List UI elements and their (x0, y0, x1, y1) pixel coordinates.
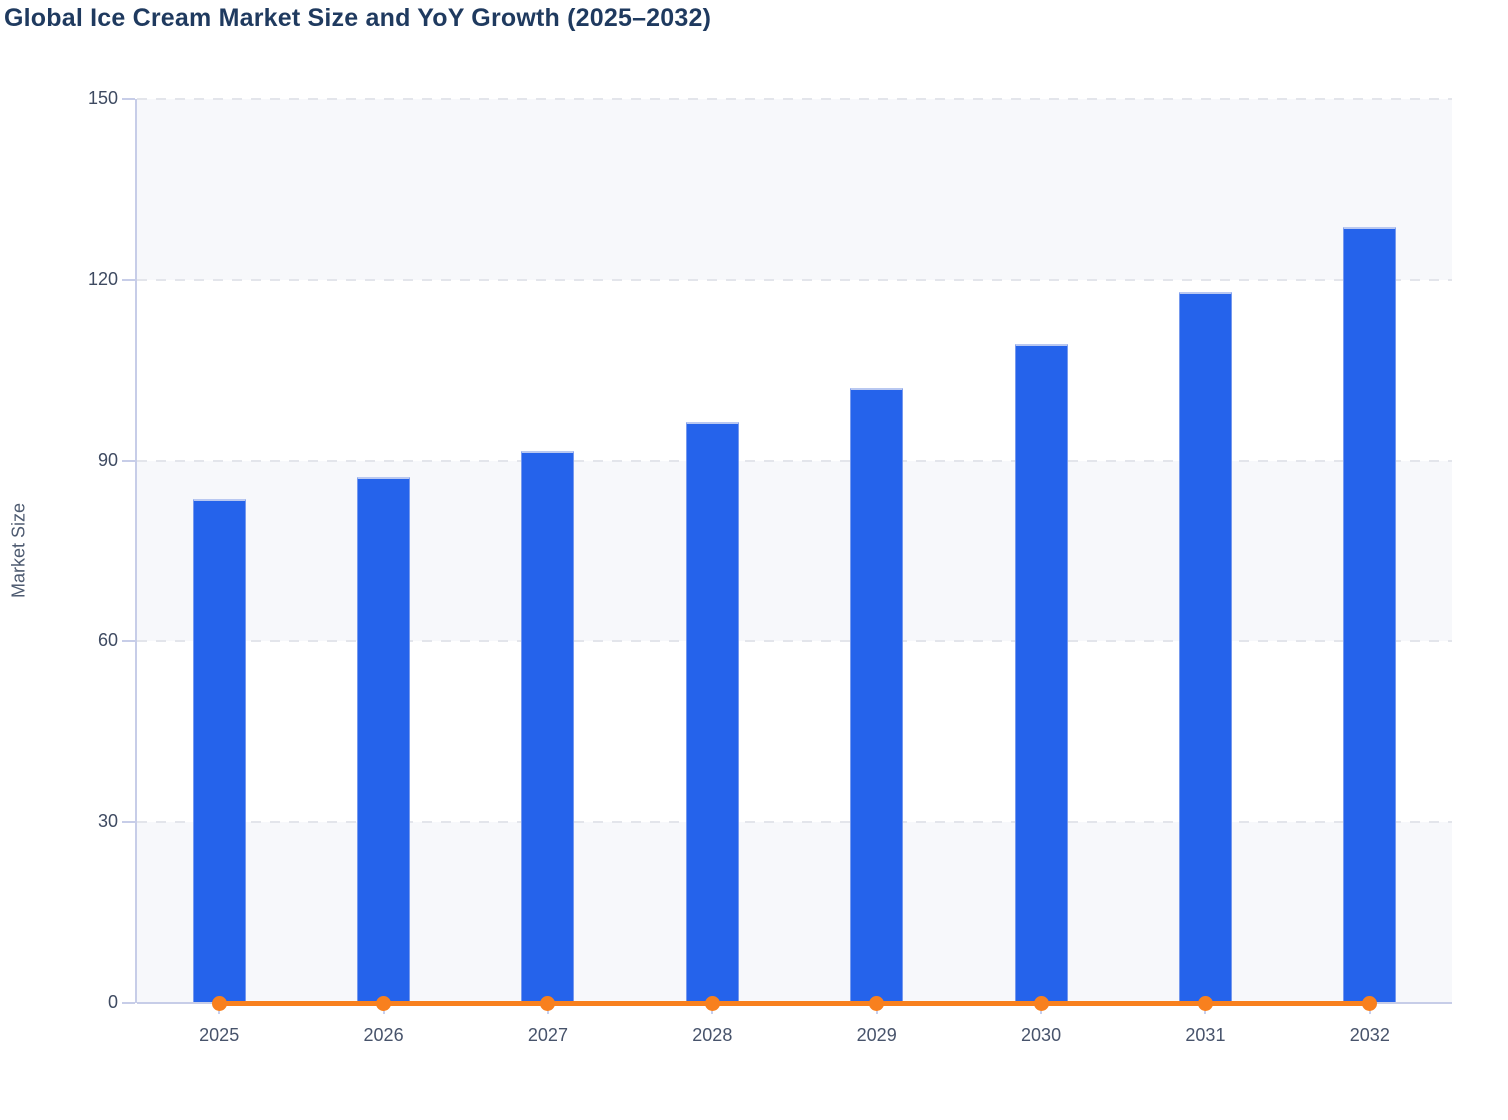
yoy-growth-marker-2026 (376, 995, 392, 1011)
yoy-growth-marker-2027 (540, 995, 556, 1011)
bar-2027 (521, 450, 575, 1003)
gridline-y-60 (137, 640, 1452, 643)
yoy-growth-marker-2030 (1033, 995, 1049, 1011)
bar-2030 (1014, 344, 1068, 1003)
y-tick-mark-120 (122, 278, 135, 281)
y-tick-label-150: 150 (87, 88, 118, 108)
gridline-y-150 (137, 98, 1452, 100)
bar-2032 (1343, 227, 1397, 1003)
y-axis-title: Market Size (8, 502, 29, 599)
plot-row-band (137, 99, 1452, 280)
gridline-y-90 (137, 459, 1452, 462)
gridline-y-120 (137, 278, 1452, 281)
y-tick-label-0: 0 (107, 992, 118, 1012)
bar-2025 (192, 499, 246, 1003)
yoy-growth-marker-2028 (704, 995, 720, 1011)
chart-plot-area (122, 98, 1452, 1014)
y-tick-label-60: 60 (97, 630, 118, 651)
y-tick-label-120: 120 (87, 268, 118, 289)
x-tick-label-2028: 2028 (692, 1025, 733, 1045)
x-tick-label-2031: 2031 (1185, 1025, 1226, 1045)
y-tick-mark-0 (122, 1002, 135, 1004)
bar-2028 (685, 422, 739, 1003)
x-tick-label-2026: 2026 (363, 1025, 404, 1045)
yoy-growth-marker-2029 (869, 995, 885, 1011)
y-tick-label-30: 30 (97, 811, 118, 832)
bar-2029 (850, 388, 904, 1003)
yoy-growth-marker-2031 (1197, 995, 1213, 1011)
y-tick-mark-60 (122, 640, 135, 643)
yoy-growth-line (219, 1000, 1370, 1006)
plot-row-band (137, 460, 1452, 642)
y-axis-line (135, 99, 137, 1003)
chart-title: Global Ice Cream Market Size and YoY Gro… (4, 4, 712, 32)
y-tick-label-90: 90 (97, 449, 118, 470)
x-tick-label-2030: 2030 (1021, 1025, 1062, 1045)
x-tick-label-2032: 2032 (1349, 1025, 1390, 1045)
x-tick-label-2029: 2029 (856, 1025, 897, 1045)
bar-2031 (1178, 292, 1232, 1003)
yoy-growth-marker-2032 (1362, 995, 1378, 1011)
y-tick-mark-90 (122, 459, 135, 462)
y-tick-mark-150 (122, 98, 135, 100)
y-tick-mark-30 (122, 821, 135, 824)
x-tick-label-2027: 2027 (527, 1025, 568, 1045)
bar-2026 (357, 476, 411, 1003)
gridline-y-30 (137, 821, 1452, 824)
x-tick-label-2025: 2025 (199, 1025, 240, 1045)
plot-row-band (137, 822, 1452, 1003)
yoy-growth-marker-2025 (211, 995, 227, 1011)
